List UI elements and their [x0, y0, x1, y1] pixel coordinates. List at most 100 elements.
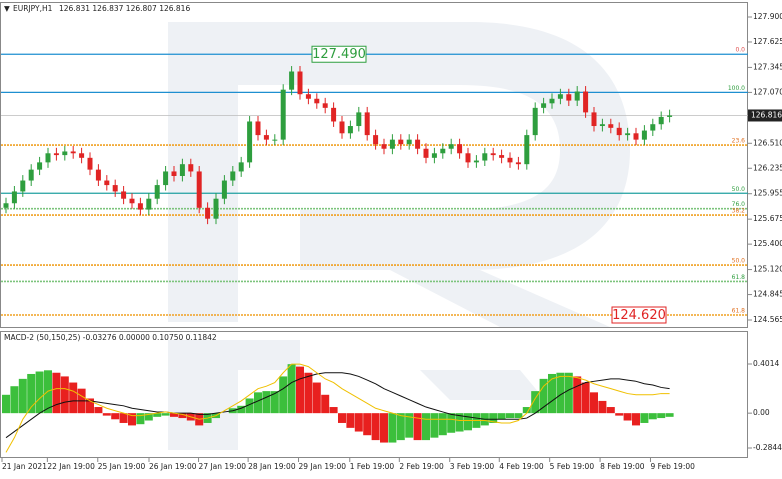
macd-bar	[438, 413, 447, 436]
x-tick-label: 4 Feb 19:00	[499, 462, 544, 471]
macd-bar	[590, 392, 598, 414]
x-tick-label: 21 Jan 2021	[2, 462, 47, 471]
watermark-stem	[168, 22, 238, 322]
watermark-leg	[390, 270, 610, 327]
y-tick-label: 125.675	[753, 214, 782, 223]
candle-body	[557, 94, 563, 99]
macd-bar	[657, 413, 666, 419]
candle-body	[339, 121, 345, 134]
macd-bar	[380, 413, 388, 443]
macd-bar	[573, 376, 582, 414]
macd-bar	[312, 382, 321, 414]
macd-bar	[556, 372, 565, 414]
candle-body	[599, 124, 605, 127]
watermark-stem-lower	[168, 340, 238, 450]
candle-body	[289, 71, 295, 90]
candle-body	[129, 198, 135, 204]
x-tick-label: 9 Feb 19:00	[650, 462, 695, 471]
x-tick-label: 27 Jan 19:00	[199, 462, 247, 471]
macd-bar	[270, 391, 279, 414]
macd-bar	[304, 372, 313, 414]
macd-bar	[413, 413, 422, 441]
candle-body	[37, 162, 43, 170]
macd-bar	[548, 373, 556, 414]
macd-panel-frame	[0, 331, 748, 458]
candle-body	[272, 139, 278, 141]
macd-bar	[506, 413, 514, 419]
macd-bar	[2, 394, 10, 414]
y-tick-label: 127.070	[753, 87, 782, 96]
x-tick-label: 25 Jan 19:00	[98, 462, 146, 471]
macd-bar	[136, 413, 145, 425]
y-tick-label: 127.345	[753, 62, 782, 71]
fib-level-label: 23.6	[732, 138, 746, 145]
x-tick-label: 28 Jan 19:00	[248, 462, 296, 471]
candle-body	[457, 144, 463, 154]
candle-body	[591, 112, 597, 127]
macd-bar	[262, 391, 271, 414]
x-tick-label: 3 Feb 19:00	[450, 462, 495, 471]
macd-bar	[447, 413, 456, 433]
candle-body	[79, 153, 85, 158]
macd-bar	[338, 413, 346, 423]
macd-bar	[539, 378, 548, 414]
candle-body	[87, 157, 93, 170]
candle-body	[238, 162, 244, 172]
fib-level-label: 50.0	[732, 258, 746, 265]
macd-bar	[102, 413, 111, 416]
candle-body	[549, 98, 555, 104]
y-tick-label: 124.565	[753, 315, 782, 324]
macd-bar	[170, 413, 178, 417]
fib-level-label: 0.0	[735, 47, 745, 54]
x-tick-label: 1 Feb 19:00	[350, 462, 395, 471]
macd-bar	[346, 413, 355, 428]
candle-body	[641, 130, 647, 140]
candle-body	[95, 169, 101, 181]
macd-bar	[10, 386, 19, 414]
candle-body	[532, 107, 538, 136]
candle-body	[213, 198, 219, 219]
price-annotation-box	[311, 45, 367, 63]
candle-body	[154, 185, 160, 199]
y-tick-label: 125.955	[753, 189, 782, 198]
macd-bar	[111, 413, 120, 420]
candle-body	[230, 171, 236, 181]
price-panel-frame	[0, 2, 748, 328]
candle-body	[625, 133, 631, 136]
macd-bar	[665, 413, 674, 417]
macd-bar	[245, 398, 254, 414]
candle-body	[373, 135, 379, 145]
y-tick-label: 125.400	[753, 239, 782, 248]
macd-bar	[430, 413, 439, 438]
macd-bar	[321, 394, 330, 414]
macd-bar	[60, 376, 69, 414]
y-tick-label: 124.845	[753, 290, 782, 299]
candle-body	[633, 133, 639, 140]
candle-body	[667, 115, 673, 117]
macd-bar	[615, 413, 624, 416]
macd-bar	[363, 413, 372, 436]
candle-body	[280, 89, 286, 140]
watermark-lower	[238, 340, 545, 400]
candle-body	[221, 180, 227, 199]
candle-body	[541, 103, 547, 108]
fib-level-label: 50.0	[732, 186, 746, 193]
candle-body	[499, 155, 505, 158]
macd-bar	[279, 376, 288, 414]
ohlc-text: 126.831 126.837 126.807 126.816	[59, 4, 190, 13]
candle-body	[566, 94, 572, 101]
macd-bar	[119, 413, 128, 423]
macd-title: MACD-2 (50,150,25) -0.03276 0.00000 0.10…	[4, 333, 217, 342]
candle-body	[398, 139, 404, 145]
candle-body	[11, 191, 17, 204]
symbol-arrow: ▼	[4, 4, 10, 13]
candle-body	[381, 144, 387, 149]
fib-level-label: 61.8	[732, 274, 746, 281]
candle-body	[440, 148, 446, 154]
candle-body	[524, 135, 530, 165]
candle-body	[574, 91, 580, 101]
macd-bar	[632, 413, 640, 426]
candle-body	[473, 160, 479, 163]
candle-body	[490, 153, 496, 156]
